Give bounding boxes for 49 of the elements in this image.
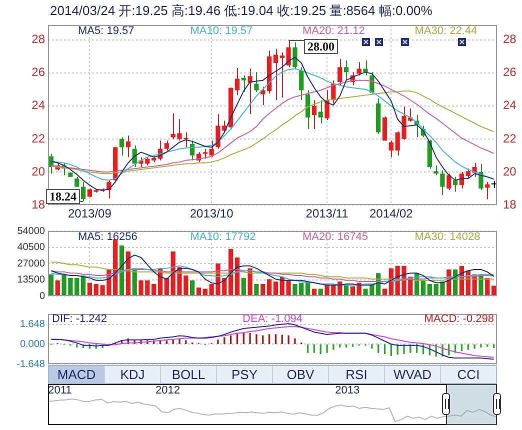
text: MA5: 19.57: [78, 25, 134, 38]
y2-tick-label: 22: [503, 131, 517, 146]
text: MACD: [49, 366, 104, 383]
annotation: 18.24: [50, 190, 76, 204]
x-tick-label: 2011: [48, 384, 72, 396]
x-tick-label: 2012: [155, 384, 180, 396]
x-tick-label: 2013: [335, 384, 360, 396]
y-tick-label: 27000: [17, 258, 46, 270]
y2-tick-label: 18: [503, 197, 517, 212]
y-tick-label: 22: [32, 131, 46, 146]
text: RSI: [328, 366, 384, 383]
y2-tick-label: 24: [503, 98, 517, 112]
y-tick-label: -1.648: [16, 358, 46, 370]
y-tick-label: 0.000: [20, 338, 46, 350]
y-tick-label: 26: [32, 65, 46, 80]
text: MA20: 21.12: [302, 25, 365, 38]
series-label: MACD: -0.298: [424, 313, 494, 326]
text: WVAD: [384, 366, 440, 383]
y-tick-label: 28: [32, 32, 46, 46]
text: CCI: [440, 366, 496, 383]
y-tick-label: 40500: [17, 242, 46, 253]
text: MA10: 19.57: [190, 25, 253, 38]
annotation: 28.00: [308, 40, 334, 54]
x-tick-label: 2014/02: [369, 206, 414, 221]
series-label: DIF: -1.242: [52, 313, 108, 326]
series-label: MA5: 16256: [78, 231, 138, 244]
text: MA30: 22.44: [414, 25, 478, 38]
y-tick-label: 0: [39, 290, 46, 302]
text: MA30: 14028: [414, 231, 480, 244]
y2-tick-label: 28: [503, 32, 517, 46]
text: KDJ: [104, 366, 160, 383]
series-label: DEA: -1.094: [242, 313, 302, 326]
y-tick-label: 1.648: [20, 319, 46, 330]
chart-title: 2014/03/24 开:19.25 高:19.46 低:19.04 收:19.25 量:8564 幅:0.00%: [50, 3, 432, 19]
text: PSY: [216, 366, 272, 383]
x-tick-label: 2013/09: [68, 206, 112, 221]
x-tick-label: 2013/11: [306, 206, 349, 221]
x-tick-label: 2013/10: [190, 206, 234, 221]
y-tick-label: 20: [32, 164, 46, 178]
y-tick-label: 24: [32, 98, 46, 112]
y-tick-label: 54000: [17, 226, 46, 237]
y-tick-label: 18: [32, 197, 46, 212]
text: BOLL: [160, 366, 216, 383]
y2-tick-label: 26: [503, 65, 517, 80]
y2-tick-label: 20: [503, 164, 517, 178]
text: MA10: 17792: [190, 231, 256, 244]
text: MA20: 16745: [302, 231, 368, 244]
text: OBV: [272, 366, 328, 383]
y-tick-label: 13500: [17, 274, 46, 286]
